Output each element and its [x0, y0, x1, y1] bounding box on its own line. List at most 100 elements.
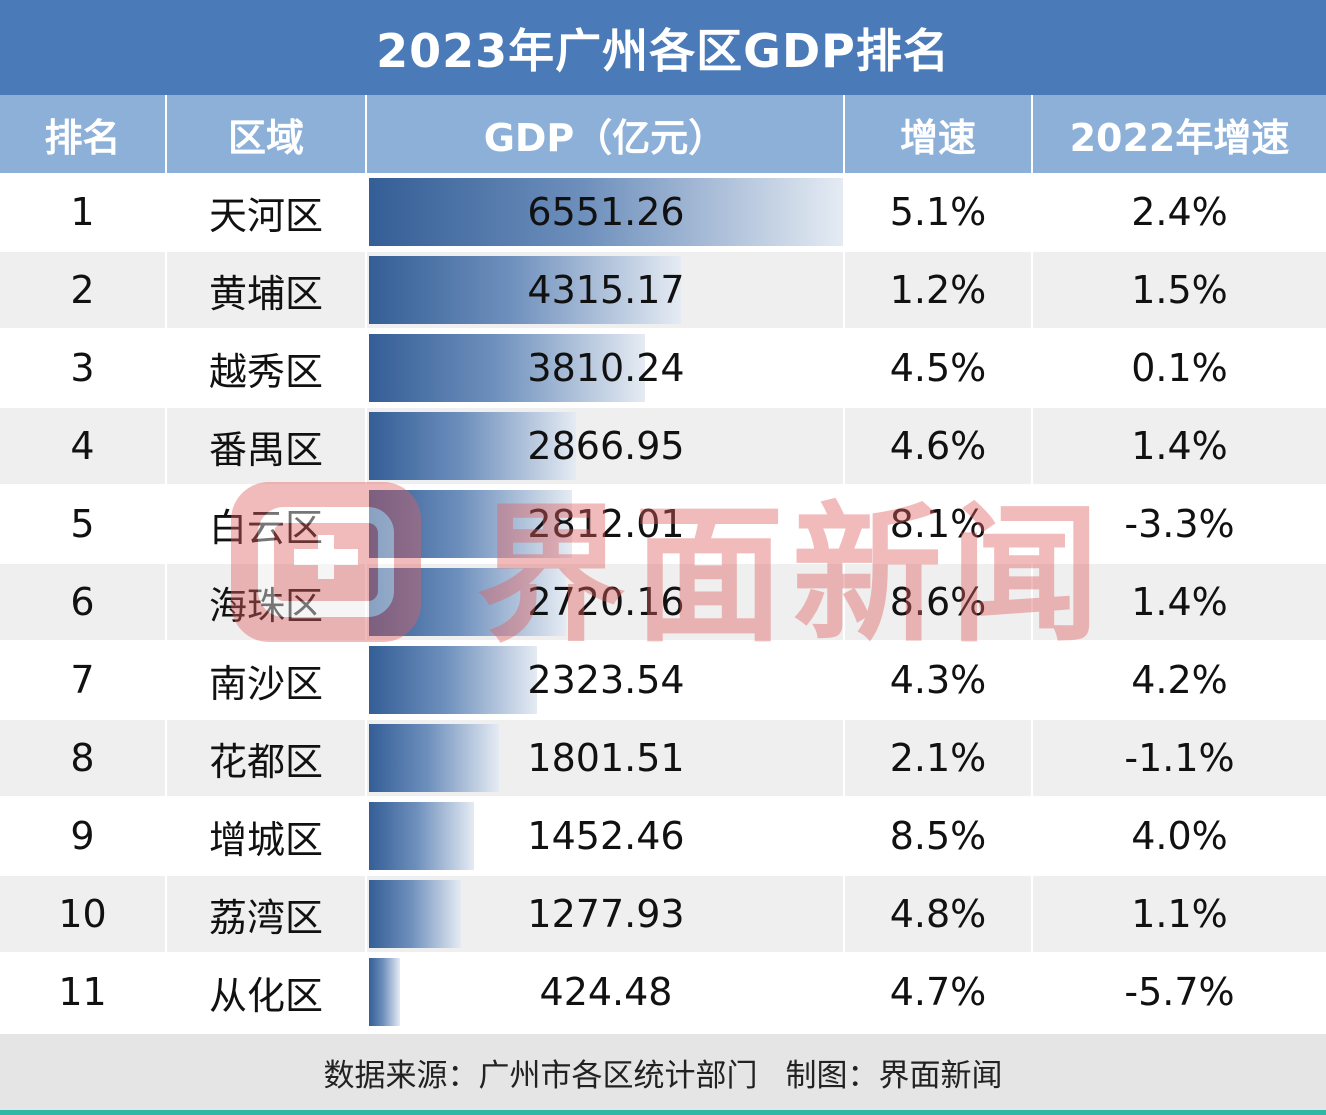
district-cell: 黄埔区 [167, 252, 367, 328]
header-gdp: GDP（亿元） [367, 95, 845, 173]
gdp-value: 4315.17 [527, 268, 685, 312]
district-cell: 越秀区 [167, 330, 367, 406]
table-row: 9 增城区 1452.46 8.5% 4.0% [0, 798, 1326, 874]
growth-cell: 4.5% [845, 330, 1033, 406]
district-cell: 白云区 [167, 486, 367, 562]
gdp-bar [369, 256, 681, 324]
district-cell: 天河区 [167, 174, 367, 250]
table-row: 5 白云区 2812.01 8.1% -3.3% [0, 486, 1326, 562]
gdp-value: 2866.95 [527, 424, 685, 468]
growth-2022-cell: -5.7% [1033, 954, 1326, 1030]
growth-cell: 8.5% [845, 798, 1033, 874]
growth-cell: 4.6% [845, 408, 1033, 484]
gdp-value: 1452.46 [527, 814, 685, 858]
gdp-cell: 424.48 [367, 954, 845, 1030]
rank-cell: 11 [0, 954, 167, 1030]
growth-cell: 8.1% [845, 486, 1033, 562]
gdp-bar [369, 958, 400, 1026]
gdp-value: 2323.54 [527, 658, 685, 702]
district-cell: 番禺区 [167, 408, 367, 484]
growth-cell: 4.7% [845, 954, 1033, 1030]
district-cell: 荔湾区 [167, 876, 367, 952]
growth-2022-cell: 0.1% [1033, 330, 1326, 406]
gdp-bar [369, 490, 572, 558]
table-row: 11 从化区 424.48 4.7% -5.7% [0, 954, 1326, 1030]
gdp-value: 2812.01 [527, 502, 685, 546]
gdp-bar [369, 412, 576, 480]
rank-cell: 7 [0, 642, 167, 718]
growth-2022-cell: -3.3% [1033, 486, 1326, 562]
growth-2022-cell: 4.0% [1033, 798, 1326, 874]
district-cell: 从化区 [167, 954, 367, 1030]
growth-cell: 1.2% [845, 252, 1033, 328]
district-cell: 海珠区 [167, 564, 367, 640]
growth-cell: 5.1% [845, 174, 1033, 250]
gdp-cell: 2866.95 [367, 408, 845, 484]
rank-cell: 9 [0, 798, 167, 874]
gdp-cell: 1452.46 [367, 798, 845, 874]
header-growth-2022: 2022年增速 [1069, 115, 1290, 160]
gdp-bar [369, 568, 566, 636]
table-row: 2 黄埔区 4315.17 1.2% 1.5% [0, 252, 1326, 328]
table-body: 1 天河区 6551.26 5.1% 2.4% 2 黄埔区 4315.17 1.2% 1.5% 3 越… [0, 174, 1326, 1032]
gdp-value: 1801.51 [527, 736, 685, 780]
gdp-bar [369, 880, 461, 948]
rank-cell: 8 [0, 720, 167, 796]
table-row: 1 天河区 6551.26 5.1% 2.4% [0, 174, 1326, 250]
table-row: 6 海珠区 2720.16 8.6% 1.4% [0, 564, 1326, 640]
header-growth: 增速 [845, 95, 1033, 173]
rank-cell: 5 [0, 486, 167, 562]
gdp-value: 424.48 [539, 970, 673, 1014]
gdp-cell: 3810.24 [367, 330, 845, 406]
growth-2022-cell: 1.4% [1033, 408, 1326, 484]
gdp-bar [369, 724, 499, 792]
gdp-cell: 1277.93 [367, 876, 845, 952]
table-row: 8 花都区 1801.51 2.1% -1.1% [0, 720, 1326, 796]
rank-cell: 1 [0, 174, 167, 250]
district-cell: 增城区 [167, 798, 367, 874]
gdp-cell: 2720.16 [367, 564, 845, 640]
gdp-value: 3810.24 [527, 346, 685, 390]
growth-2022-cell: 1.1% [1033, 876, 1326, 952]
gdp-cell: 6551.26 [367, 174, 845, 250]
gdp-cell: 1801.51 [367, 720, 845, 796]
footer: 数据来源：广州市各区统计部门 制图：界面新闻 [0, 1034, 1326, 1110]
header-rank: 排名 [0, 95, 167, 173]
growth-cell: 8.6% [845, 564, 1033, 640]
source-note: 数据来源：广州市各区统计部门 [323, 1057, 758, 1094]
gdp-value: 6551.26 [527, 190, 685, 234]
growth-cell: 4.3% [845, 642, 1033, 718]
rank-cell: 6 [0, 564, 167, 640]
rank-cell: 10 [0, 876, 167, 952]
growth-2022-cell: 1.5% [1033, 252, 1326, 328]
gdp-value: 1277.93 [527, 892, 685, 936]
growth-2022-cell: 1.4% [1033, 564, 1326, 640]
gdp-bar [369, 178, 843, 246]
gdp-cell: 2323.54 [367, 642, 845, 718]
header-district: 区域 [167, 95, 367, 173]
table-header: 排名 区域 GDP（亿元） 增速 2022年增速 [0, 95, 1326, 173]
table-row: 10 荔湾区 1277.93 4.8% 1.1% [0, 876, 1326, 952]
gdp-value: 2720.16 [527, 580, 685, 624]
rank-cell: 4 [0, 408, 167, 484]
district-cell: 花都区 [167, 720, 367, 796]
credit-note: 制图：界面新闻 [785, 1057, 1003, 1094]
table-row: 3 越秀区 3810.24 4.5% 0.1% [0, 330, 1326, 406]
gdp-cell: 4315.17 [367, 252, 845, 328]
bottom-accent-line [0, 1110, 1326, 1115]
growth-cell: 4.8% [845, 876, 1033, 952]
district-cell: 南沙区 [167, 642, 367, 718]
growth-cell: 2.1% [845, 720, 1033, 796]
growth-2022-cell: 4.2% [1033, 642, 1326, 718]
table-row: 7 南沙区 2323.54 4.3% 4.2% [0, 642, 1326, 718]
table-row: 4 番禺区 2866.95 4.6% 1.4% [0, 408, 1326, 484]
rank-cell: 2 [0, 252, 167, 328]
growth-2022-cell: -1.1% [1033, 720, 1326, 796]
gdp-bar [369, 334, 645, 402]
growth-2022-cell: 2.4% [1033, 174, 1326, 250]
gdp-bar [369, 802, 474, 870]
chart-title: 2023年广州各区GDP排名 [0, 0, 1326, 95]
gdp-cell: 2812.01 [367, 486, 845, 562]
gdp-bar [369, 646, 537, 714]
rank-cell: 3 [0, 330, 167, 406]
